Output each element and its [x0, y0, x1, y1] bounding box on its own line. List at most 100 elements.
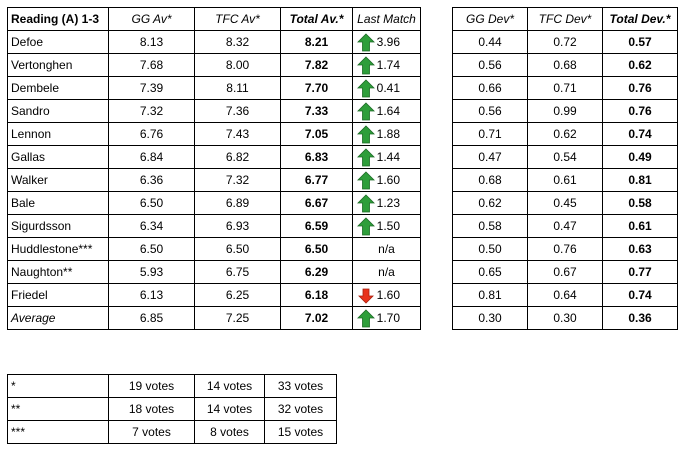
- tfc-deviation: 0.99: [527, 99, 603, 123]
- tfc-dev-header: TFC Dev*: [527, 7, 603, 31]
- gg-av-header: GG Av*: [108, 7, 195, 31]
- tfc-deviation: 0.61: [527, 168, 603, 192]
- deviation-row: 0.56 0.99 0.76: [452, 99, 678, 123]
- last-match-value: 1.23: [376, 196, 400, 210]
- votes-table: * 19 votes 14 votes 33 votes ** 18 votes 14 vo…: [7, 374, 337, 444]
- total-average: 6.50: [280, 237, 353, 261]
- tfc-deviation: 0.72: [527, 30, 603, 54]
- total-deviation: 0.57: [602, 30, 678, 54]
- player-row: Naughton** 5.93 6.75 6.29 n/a: [7, 260, 421, 284]
- vote-symbol: **: [7, 397, 109, 421]
- gg-deviation: 0.68: [452, 168, 528, 192]
- total-average: 6.77: [280, 168, 353, 192]
- total-deviation: 0.63: [602, 237, 678, 261]
- tfc-average: 7.32: [194, 168, 281, 192]
- deviation-row: 0.44 0.72 0.57: [452, 30, 678, 54]
- deviation-row: 0.50 0.76 0.63: [452, 237, 678, 261]
- arrow-down-icon: [358, 288, 374, 304]
- arrow-up-icon: [357, 217, 375, 236]
- arrow-up-icon: [357, 125, 375, 144]
- player-row: Friedel 6.13 6.25 6.18 1.60: [7, 283, 421, 307]
- tfc-average: 6.93: [194, 214, 281, 238]
- gg-deviation: 0.56: [452, 99, 528, 123]
- player-row: Gallas 6.84 6.82 6.83 1.44: [7, 145, 421, 169]
- total-deviation: 0.61: [602, 214, 678, 238]
- last-match-cell: 1.50: [352, 214, 421, 238]
- player-name: Vertonghen: [7, 53, 109, 77]
- last-match-cell: 1.74: [352, 53, 421, 77]
- gg-average: 7.68: [108, 53, 195, 77]
- last-match-value: 3.96: [376, 35, 400, 49]
- total-average: 8.21: [280, 30, 353, 54]
- gg-average: 7.39: [108, 76, 195, 100]
- gg-votes: 18 votes: [108, 397, 195, 421]
- tfc-average: 6.75: [194, 260, 281, 284]
- tfc-average: 8.32: [194, 30, 281, 54]
- tfc-average: 7.36: [194, 99, 281, 123]
- tfc-deviation: 0.71: [527, 76, 603, 100]
- tfc-average: 8.00: [194, 53, 281, 77]
- deviation-row: 0.58 0.47 0.61: [452, 214, 678, 238]
- last-match-value: 1.60: [376, 173, 400, 187]
- vote-symbol: *: [7, 374, 109, 398]
- player-row: Lennon 6.76 7.43 7.05 1.88: [7, 122, 421, 146]
- total-average: 6.59: [280, 214, 353, 238]
- gg-deviation: 0.47: [452, 145, 528, 169]
- total-deviation: 0.58: [602, 191, 678, 215]
- total-average: 6.67: [280, 191, 353, 215]
- player-row: Walker 6.36 7.32 6.77 1.60: [7, 168, 421, 192]
- last-match-value: 1.60: [376, 288, 400, 302]
- gg-deviation: 0.44: [452, 30, 528, 54]
- last-match-cell: 1.23: [352, 191, 421, 215]
- tfc-deviation: 0.45: [527, 191, 603, 215]
- gg-average: 6.50: [108, 191, 195, 215]
- player-name: Huddlestone***: [7, 237, 109, 261]
- player-name: Lennon: [7, 122, 109, 146]
- tfc-deviation: 0.76: [527, 237, 603, 261]
- last-match-cell: 1.70: [352, 306, 421, 330]
- deviation-row: 0.56 0.68 0.62: [452, 53, 678, 77]
- gg-average: 7.32: [108, 99, 195, 123]
- votes-row: ** 18 votes 14 votes 32 votes: [7, 397, 337, 421]
- player-name: Naughton**: [7, 260, 109, 284]
- gg-average: 6.13: [108, 283, 195, 307]
- tfc-average: 6.50: [194, 237, 281, 261]
- deviation-header-row: GG Dev* TFC Dev* Total Dev.*: [452, 7, 678, 31]
- total-deviation: 0.36: [602, 306, 678, 330]
- gg-average: 6.50: [108, 237, 195, 261]
- arrow-up-icon: [357, 148, 375, 167]
- last-match-cell: 1.60: [352, 168, 421, 192]
- last-match-cell: 1.60: [352, 283, 421, 307]
- tfc-average: 8.11: [194, 76, 281, 100]
- deviation-row: 0.47 0.54 0.49: [452, 145, 678, 169]
- gg-votes: 19 votes: [108, 374, 195, 398]
- gg-votes: 7 votes: [108, 420, 195, 444]
- player-name: Average: [7, 306, 109, 330]
- average-row: Average 6.85 7.25 7.02 1.70: [7, 306, 421, 330]
- tfc-deviation: 0.30: [527, 306, 603, 330]
- deviation-row: 0.65 0.67 0.77: [452, 260, 678, 284]
- last-match-cell: 1.64: [352, 99, 421, 123]
- last-match-value: 1.88: [376, 127, 400, 141]
- deviation-row: 0.81 0.64 0.74: [452, 283, 678, 307]
- player-name: Dembele: [7, 76, 109, 100]
- votes-row: *** 7 votes 8 votes 15 votes: [7, 420, 337, 444]
- player-name: Gallas: [7, 145, 109, 169]
- total-average: 7.05: [280, 122, 353, 146]
- gg-deviation: 0.58: [452, 214, 528, 238]
- gg-average: 8.13: [108, 30, 195, 54]
- last-match-value: 1.50: [376, 219, 400, 233]
- arrow-up-icon: [357, 194, 375, 213]
- last-match-value: 1.64: [376, 104, 400, 118]
- total-average: 7.33: [280, 99, 353, 123]
- arrow-up-icon: [357, 171, 375, 190]
- last-match-cell: n/a: [352, 260, 421, 284]
- player-row: Sandro 7.32 7.36 7.33 1.64: [7, 99, 421, 123]
- ratings-header-row: Reading (A) 1-3 GG Av* TFC Av* Total Av.…: [7, 7, 421, 31]
- tfc-average: 7.43: [194, 122, 281, 146]
- total-deviation: 0.76: [602, 99, 678, 123]
- vote-symbol: ***: [7, 420, 109, 444]
- gg-deviation: 0.71: [452, 122, 528, 146]
- deviation-table: GG Dev* TFC Dev* Total Dev.* 0.44 0.72 0.5…: [452, 7, 678, 330]
- tfc-average: 6.25: [194, 283, 281, 307]
